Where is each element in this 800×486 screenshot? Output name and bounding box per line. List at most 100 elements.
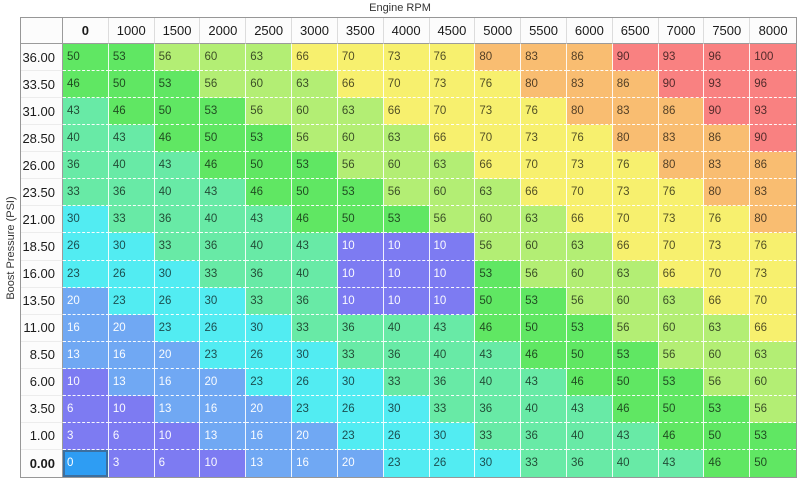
- table-cell[interactable]: 50: [704, 422, 751, 450]
- table-cell[interactable]: 33: [292, 314, 338, 342]
- table-cell[interactable]: 10: [108, 395, 155, 423]
- table-cell[interactable]: 43: [429, 314, 476, 342]
- table-cell[interactable]: 3: [108, 449, 155, 477]
- table-cell[interactable]: 46: [521, 341, 567, 369]
- table-cell[interactable]: 73: [383, 44, 430, 72]
- table-cell[interactable]: 10: [200, 449, 247, 477]
- row-header[interactable]: 13.50: [21, 287, 63, 315]
- table-cell[interactable]: 33: [108, 206, 155, 234]
- table-cell[interactable]: 23: [292, 395, 338, 423]
- table-cell[interactable]: 73: [521, 125, 567, 153]
- table-cell[interactable]: 46: [154, 125, 201, 153]
- table-cell[interactable]: 46: [200, 152, 247, 180]
- table-cell[interactable]: 16: [292, 449, 338, 477]
- table-cell[interactable]: 53: [154, 71, 201, 99]
- table-cell[interactable]: 13: [154, 395, 201, 423]
- table-cell[interactable]: 96: [704, 44, 751, 72]
- table-cell[interactable]: 73: [658, 206, 705, 234]
- table-cell[interactable]: 46: [704, 449, 751, 477]
- column-header[interactable]: 1500: [154, 18, 201, 44]
- table-cell[interactable]: 76: [475, 71, 522, 99]
- table-cell[interactable]: 56: [566, 287, 613, 315]
- table-cell[interactable]: 20: [154, 341, 201, 369]
- table-cell[interactable]: 43: [200, 179, 247, 207]
- table-cell[interactable]: 63: [475, 179, 522, 207]
- table-cell[interactable]: 46: [63, 71, 109, 99]
- table-cell[interactable]: 70: [566, 179, 613, 207]
- table-cell[interactable]: 56: [337, 152, 384, 180]
- table-cell[interactable]: 50: [108, 71, 155, 99]
- table-cell[interactable]: 56: [246, 98, 293, 126]
- column-header[interactable]: 0: [63, 18, 109, 44]
- table-cell[interactable]: 80: [750, 206, 796, 234]
- table-cell[interactable]: 43: [246, 206, 293, 234]
- table-cell[interactable]: 53: [475, 260, 522, 288]
- table-cell[interactable]: 36: [337, 314, 384, 342]
- table-cell[interactable]: 50: [658, 395, 705, 423]
- table-cell[interactable]: 43: [658, 449, 705, 477]
- table-cell[interactable]: 70: [475, 125, 522, 153]
- table-cell[interactable]: 83: [658, 125, 705, 153]
- column-header[interactable]: 4000: [383, 18, 430, 44]
- table-cell[interactable]: 6: [63, 395, 109, 423]
- table-cell[interactable]: 86: [704, 125, 751, 153]
- table-cell[interactable]: 70: [383, 71, 430, 99]
- table-cell[interactable]: 53: [246, 125, 293, 153]
- table-cell[interactable]: 66: [704, 287, 751, 315]
- table-cell[interactable]: 30: [154, 260, 201, 288]
- table-cell[interactable]: 43: [521, 368, 567, 396]
- row-header[interactable]: 6.00: [21, 368, 63, 396]
- table-cell[interactable]: 70: [750, 287, 796, 315]
- table-cell[interactable]: 73: [429, 71, 476, 99]
- column-header[interactable]: 7000: [658, 18, 705, 44]
- table-cell[interactable]: 53: [337, 179, 384, 207]
- row-header[interactable]: 11.00: [21, 314, 63, 342]
- table-cell[interactable]: 46: [475, 314, 522, 342]
- table-cell[interactable]: 20: [292, 422, 338, 450]
- table-cell[interactable]: 10: [383, 287, 430, 315]
- table-cell[interactable]: 46: [246, 179, 293, 207]
- table-cell[interactable]: 93: [658, 44, 705, 72]
- table-cell[interactable]: 40: [429, 341, 476, 369]
- row-header[interactable]: 18.50: [21, 233, 63, 261]
- table-cell[interactable]: 6: [154, 449, 201, 477]
- column-header[interactable]: 3500: [337, 18, 384, 44]
- table-cell[interactable]: 56: [521, 260, 567, 288]
- table-cell[interactable]: 50: [612, 368, 659, 396]
- column-header[interactable]: 7500: [704, 18, 751, 44]
- table-cell[interactable]: 10: [154, 422, 201, 450]
- column-header[interactable]: 3000: [292, 18, 338, 44]
- table-cell[interactable]: 33: [63, 179, 109, 207]
- table-cell[interactable]: 40: [521, 395, 567, 423]
- row-header[interactable]: 3.50: [21, 395, 63, 423]
- row-header[interactable]: 21.00: [21, 206, 63, 234]
- table-cell[interactable]: 86: [612, 71, 659, 99]
- table-cell[interactable]: 33: [383, 368, 430, 396]
- table-cell[interactable]: 56: [612, 314, 659, 342]
- table-cell[interactable]: 63: [612, 260, 659, 288]
- table-cell[interactable]: 23: [246, 368, 293, 396]
- table-cell[interactable]: 76: [612, 152, 659, 180]
- table-cell[interactable]: 26: [108, 260, 155, 288]
- table-cell[interactable]: 30: [63, 206, 109, 234]
- table-cell[interactable]: 40: [246, 233, 293, 261]
- table-cell[interactable]: 23: [200, 341, 247, 369]
- table-cell[interactable]: 80: [521, 71, 567, 99]
- table-cell[interactable]: 43: [154, 152, 201, 180]
- table-cell[interactable]: 33: [475, 422, 522, 450]
- table-cell[interactable]: 60: [612, 287, 659, 315]
- table-cell[interactable]: 50: [337, 206, 384, 234]
- table-cell[interactable]: 80: [475, 44, 522, 72]
- table-cell[interactable]: 70: [521, 152, 567, 180]
- table-cell[interactable]: 43: [108, 125, 155, 153]
- table-cell[interactable]: 50: [475, 287, 522, 315]
- table-cell[interactable]: 63: [429, 152, 476, 180]
- table-cell[interactable]: 66: [521, 179, 567, 207]
- table-cell[interactable]: 20: [63, 287, 109, 315]
- row-header[interactable]: 36.00: [21, 44, 63, 72]
- table-cell[interactable]: 76: [429, 44, 476, 72]
- table-cell[interactable]: 46: [108, 98, 155, 126]
- table-cell[interactable]: 36: [475, 395, 522, 423]
- column-header[interactable]: 1000: [108, 18, 155, 44]
- table-cell[interactable]: 43: [63, 98, 109, 126]
